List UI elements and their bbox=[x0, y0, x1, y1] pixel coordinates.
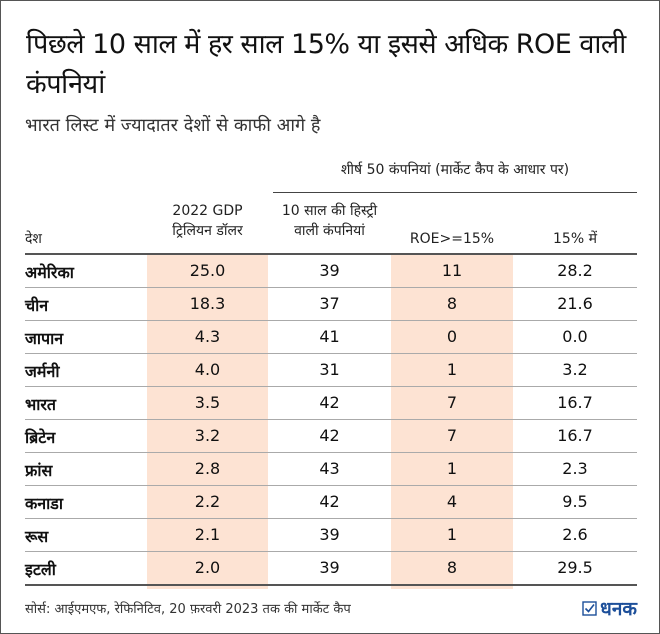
gdp-cell: 4.0 bbox=[194, 360, 221, 379]
gdp-cell: 2.8 bbox=[194, 459, 221, 478]
percent-cell: 29.5 bbox=[557, 558, 593, 577]
history-count-cell: 39 bbox=[319, 261, 340, 280]
history-count-cell: 31 bbox=[319, 360, 340, 379]
row-divider bbox=[25, 551, 637, 552]
row-divider bbox=[25, 287, 637, 288]
column-header-gdp-line1: 2022 GDP bbox=[172, 203, 243, 219]
roe-count-cell: 1 bbox=[446, 459, 458, 478]
history-count-cell: 39 bbox=[319, 525, 340, 544]
column-header-gdp-line2: ट्रिलियन डॉलर bbox=[172, 223, 243, 239]
roe-count-cell: 0 bbox=[446, 327, 458, 346]
history-count-cell: 39 bbox=[319, 558, 340, 577]
gdp-cell: 3.5 bbox=[194, 393, 221, 412]
column-header-roe-label: ROE>=15% bbox=[409, 231, 495, 247]
country-cell: इटली bbox=[25, 560, 56, 579]
table-row: जापान 4.3 41 0 0.0 bbox=[25, 321, 637, 354]
country-cell: चीन bbox=[25, 296, 49, 315]
country-cell: फ्रांस bbox=[25, 461, 53, 480]
roe-column-highlight bbox=[391, 253, 513, 589]
country-cell: भारत bbox=[25, 395, 57, 414]
gdp-cell: 18.3 bbox=[189, 294, 226, 313]
gdp-cell: 2.0 bbox=[194, 558, 221, 577]
column-header-history-line2: वाली कंपनियां bbox=[294, 223, 365, 239]
row-divider bbox=[25, 452, 637, 453]
column-header-history: 10 साल की हिस्ट्री वाली कंपनियां bbox=[268, 201, 391, 241]
country-cell: अमेरिका bbox=[25, 263, 74, 282]
roe-count-cell: 1 bbox=[446, 525, 458, 544]
table-row: इटली 2.0 39 8 29.5 bbox=[25, 552, 637, 585]
row-divider bbox=[25, 386, 637, 387]
row-divider bbox=[25, 518, 637, 519]
header-rule bbox=[25, 253, 637, 255]
table-row: चीन 18.3 37 8 21.6 bbox=[25, 288, 637, 321]
source-note: सोर्स: आईएमएफ, रेफिनिटिव, 20 फ़रवरी 2023… bbox=[25, 602, 351, 617]
chart-title: पिछले 10 साल में हर साल 15% या इससे अधिक… bbox=[26, 29, 626, 100]
gdp-column-highlight bbox=[147, 253, 268, 589]
percent-cell: 2.6 bbox=[562, 525, 588, 544]
country-cell: कनाडा bbox=[25, 494, 64, 513]
gdp-cell: 4.3 bbox=[194, 327, 221, 346]
history-count-cell: 42 bbox=[319, 492, 340, 511]
percent-cell: 16.7 bbox=[557, 393, 593, 412]
checkbox-icon bbox=[582, 601, 597, 616]
brand-logo: धनक bbox=[582, 595, 637, 621]
roe-count-cell: 8 bbox=[446, 558, 458, 577]
history-count-cell: 43 bbox=[319, 459, 340, 478]
percent-cell: 9.5 bbox=[562, 492, 588, 511]
chart-subtitle: भारत लिस्ट में ज्यादातर देशों से काफी आग… bbox=[25, 115, 321, 136]
country-cell: जर्मनी bbox=[25, 362, 60, 381]
table-row: जर्मनी 4.0 31 1 3.2 bbox=[25, 354, 637, 387]
column-header-percent: 15% में bbox=[513, 229, 637, 249]
percent-cell: 0.0 bbox=[562, 327, 588, 346]
brand-name: धनक bbox=[600, 598, 637, 620]
gdp-cell: 25.0 bbox=[189, 261, 226, 280]
table-row: कनाडा 2.2 42 4 9.5 bbox=[25, 486, 637, 519]
gdp-cell: 2.2 bbox=[194, 492, 221, 511]
history-count-cell: 42 bbox=[319, 426, 340, 445]
table-row: अमेरिका 25.0 39 11 28.2 bbox=[25, 255, 637, 288]
row-divider bbox=[25, 353, 637, 354]
group-header-rule bbox=[273, 192, 637, 193]
row-divider bbox=[25, 419, 637, 420]
column-header-roe: ROE>=15% bbox=[391, 229, 513, 249]
table-row: भारत 3.5 42 7 16.7 bbox=[25, 387, 637, 420]
table-row: रूस 2.1 39 1 2.6 bbox=[25, 519, 637, 552]
history-count-cell: 42 bbox=[319, 393, 340, 412]
country-cell: जापान bbox=[25, 329, 64, 348]
column-header-country-label: देश bbox=[25, 231, 42, 247]
country-cell: रूस bbox=[25, 527, 49, 546]
percent-cell: 21.6 bbox=[557, 294, 593, 313]
country-cell: ब्रिटेन bbox=[25, 428, 56, 447]
column-header-history-line1: 10 साल की हिस्ट्री bbox=[281, 203, 378, 219]
roe-count-cell: 8 bbox=[446, 294, 458, 313]
roe-count-cell: 4 bbox=[446, 492, 458, 511]
roe-count-cell: 7 bbox=[446, 393, 458, 412]
gdp-cell: 2.1 bbox=[194, 525, 221, 544]
column-header-gdp: 2022 GDP ट्रिलियन डॉलर bbox=[147, 201, 268, 241]
table-row: फ्रांस 2.8 43 1 2.3 bbox=[25, 453, 637, 486]
percent-cell: 16.7 bbox=[557, 426, 593, 445]
column-header-country: देश bbox=[25, 229, 42, 249]
roe-count-cell: 11 bbox=[441, 261, 463, 280]
table-row: ब्रिटेन 3.2 42 7 16.7 bbox=[25, 420, 637, 453]
group-header: शीर्ष 50 कंपनियां (मार्केट कैप के आधार प… bbox=[340, 162, 570, 178]
column-header-percent-label: 15% में bbox=[553, 231, 597, 247]
row-divider bbox=[25, 485, 637, 486]
percent-cell: 3.2 bbox=[562, 360, 588, 379]
history-count-cell: 41 bbox=[319, 327, 340, 346]
roe-count-cell: 7 bbox=[446, 426, 458, 445]
roe-count-cell: 1 bbox=[446, 360, 458, 379]
percent-cell: 28.2 bbox=[557, 261, 593, 280]
footer-rule bbox=[25, 584, 637, 586]
row-divider bbox=[25, 320, 637, 321]
history-count-cell: 37 bbox=[319, 294, 340, 313]
percent-cell: 2.3 bbox=[562, 459, 588, 478]
gdp-cell: 3.2 bbox=[194, 426, 221, 445]
